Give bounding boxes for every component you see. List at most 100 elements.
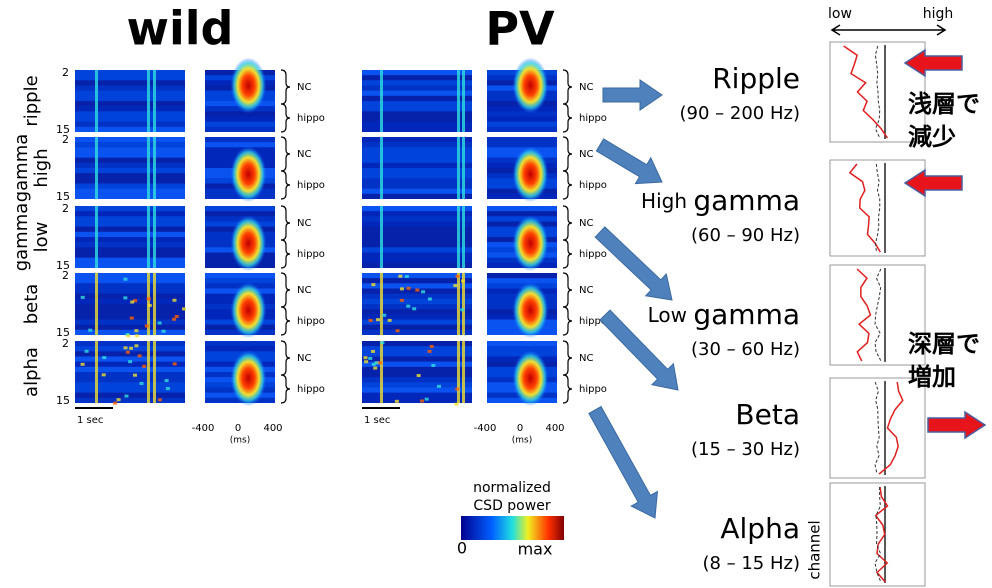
red-arrow: [903, 168, 963, 198]
heatmap-band: [75, 152, 185, 158]
profile-line: [874, 486, 889, 583]
bracket: [562, 136, 573, 200]
heatmap-band: [362, 221, 472, 227]
noise: [113, 401, 118, 405]
scale-label: 1 sec: [77, 415, 103, 426]
burst: [153, 273, 156, 335]
channel-tick: 15: [56, 326, 70, 339]
burst: [147, 341, 150, 403]
noise: [172, 317, 177, 321]
burst: [95, 206, 98, 268]
burst: [153, 341, 156, 403]
time-tick: -400: [474, 423, 497, 434]
noise: [371, 283, 376, 287]
noise: [431, 363, 436, 367]
group-title: PV: [485, 2, 555, 56]
heatmap-band: [487, 126, 557, 132]
heatmap-band: [75, 121, 185, 127]
noise: [161, 329, 166, 333]
heatmap-band: [75, 231, 185, 237]
colorbar-title: normalized: [473, 480, 551, 496]
arrow: [602, 79, 663, 111]
heatmap-band: [75, 168, 185, 174]
profile-ref: [874, 268, 882, 362]
noise: [368, 318, 373, 322]
note: 深層で: [908, 330, 980, 358]
noise: [134, 334, 139, 338]
noise: [157, 321, 162, 325]
heatmap-band: [75, 70, 185, 76]
heatmap-band: [75, 288, 185, 294]
heatmap-band: [362, 85, 472, 91]
red-arrow: [903, 48, 963, 78]
heatmap-band: [362, 193, 472, 199]
heatmap-band: [362, 309, 472, 315]
noise: [134, 344, 139, 348]
heatmap-band: [75, 126, 185, 132]
noise: [144, 324, 149, 328]
heatmap-band: [487, 111, 557, 117]
noise: [123, 277, 128, 281]
noise: [429, 344, 434, 348]
region-label: hippo: [579, 113, 607, 124]
region-label: NC: [579, 149, 593, 160]
region-label: hippo: [297, 180, 325, 191]
bracket: [562, 69, 573, 133]
bracket: [280, 340, 291, 404]
burst: [462, 70, 465, 132]
noise: [84, 349, 89, 353]
noise: [427, 349, 432, 353]
heatmap-band: [205, 116, 275, 122]
axis-high: high: [923, 6, 954, 22]
time-tick: 400: [263, 423, 282, 434]
profile-box: [829, 482, 926, 587]
heatmap-band: [205, 346, 275, 352]
noise: [412, 307, 417, 311]
heatmap-band: [362, 168, 472, 174]
band-name-main: gamma: [693, 298, 800, 331]
channel-tick: 15: [56, 259, 70, 272]
channel-tick: 2: [62, 202, 69, 215]
noise: [382, 313, 387, 317]
heatmap-band: [362, 329, 472, 335]
band-name: Ripple: [712, 62, 800, 95]
band-range: (8 – 15 Hz): [702, 553, 800, 574]
channel-tick: 2: [62, 66, 69, 79]
noise: [147, 303, 152, 307]
noise: [124, 394, 129, 398]
heatmap-band: [75, 75, 185, 81]
burst: [95, 137, 98, 199]
heatmap-band: [75, 147, 185, 153]
heatmap-band: [75, 162, 185, 168]
heatmap-band: [362, 206, 472, 212]
channel-tick: 15: [56, 123, 70, 136]
heatmap-band: [362, 162, 472, 168]
heatmap-band: [75, 157, 185, 163]
heatmap-band: [75, 188, 185, 194]
time-unit: (ms): [512, 436, 532, 446]
region-label: NC: [297, 353, 311, 364]
heatmap-band: [75, 95, 185, 101]
burst: [462, 341, 465, 403]
heatmap-band: [205, 126, 275, 132]
heatmap-band: [487, 278, 557, 284]
noise: [378, 361, 383, 365]
band-prefix: Low: [648, 303, 694, 327]
heatmap-band: [362, 142, 472, 148]
noise: [373, 366, 378, 370]
noise: [102, 356, 107, 360]
heatmap-band: [205, 142, 275, 148]
heatmap-band: [75, 101, 185, 107]
heatmap-band: [75, 206, 185, 212]
row-label: gamma: [11, 134, 32, 203]
band-range: (60 – 90 Hz): [691, 225, 800, 246]
burst: [147, 137, 150, 199]
heatmap-band: [75, 278, 185, 284]
profile-line: [843, 45, 889, 139]
channel-tick: 2: [62, 337, 69, 350]
heatmap-band: [75, 372, 185, 378]
heatmap-band: [362, 252, 472, 258]
heatmap-band: [75, 366, 185, 372]
heatmap-band: [362, 356, 472, 362]
heatmap-band: [75, 329, 185, 335]
